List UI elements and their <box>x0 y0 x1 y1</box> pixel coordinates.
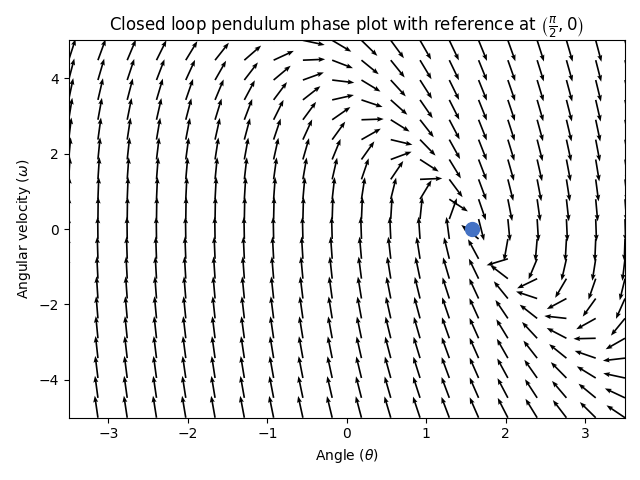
Point <box>467 225 477 233</box>
X-axis label: Angle ($\theta$): Angle ($\theta$) <box>315 447 379 465</box>
Title: Closed loop pendulum phase plot with reference at $\left(\frac{\pi}{2}, 0\right): Closed loop pendulum phase plot with ref… <box>109 15 584 40</box>
Y-axis label: Angular velocity ($\omega$): Angular velocity ($\omega$) <box>15 159 33 299</box>
